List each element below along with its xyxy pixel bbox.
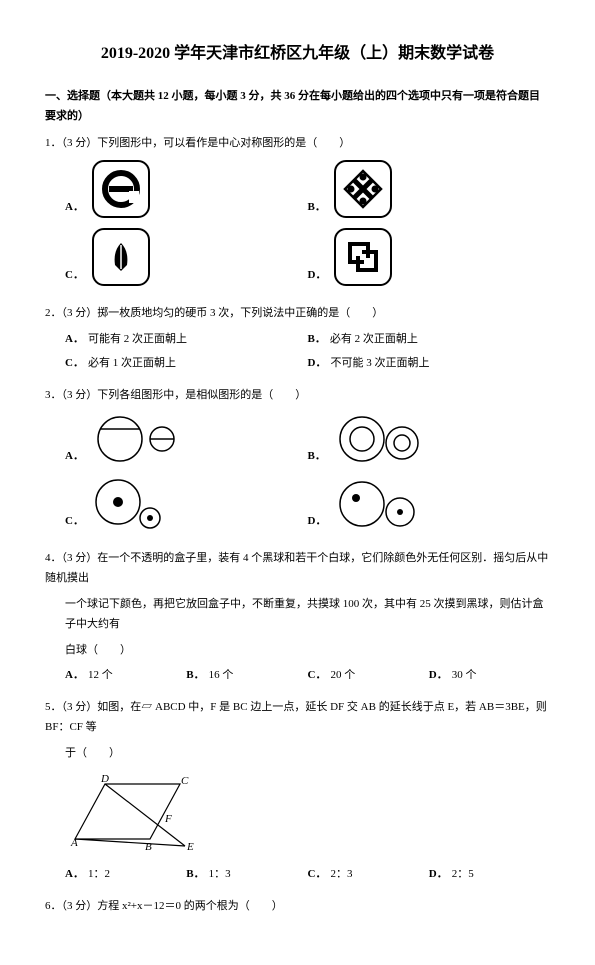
q5-option-b[interactable]: B．1：3 <box>186 865 307 885</box>
option-label: D． <box>308 512 327 532</box>
q1-option-d[interactable]: D． <box>308 228 551 286</box>
page-title: 2019-2020 学年天津市红桥区九年级（上）期末数学试卷 <box>45 40 550 69</box>
q4-option-d[interactable]: D．30 个 <box>429 666 550 686</box>
q5-option-c[interactable]: C．2：3 <box>308 865 429 885</box>
option-label: A． <box>65 198 84 218</box>
circles-c-icon <box>92 476 182 531</box>
q5-option-a[interactable]: A．1：2 <box>65 865 186 885</box>
svg-text:D: D <box>100 774 109 785</box>
svg-text:B: B <box>145 841 152 853</box>
q1-option-b[interactable]: B． <box>308 160 551 218</box>
question-4: 4．（3 分）在一个不透明的盒子里，装有 4 个黑球和若干个白球，它们除颜色外无… <box>45 549 550 690</box>
q4-text-2: 一个球记下颜色，再把它放回盒子中，不断重复，共摸球 100 次，其中有 25 次… <box>65 595 550 635</box>
q4-option-a[interactable]: A．12 个 <box>65 666 186 686</box>
q4-option-c[interactable]: C．20 个 <box>308 666 429 686</box>
q2-option-a[interactable]: A．可能有 2 次正面朝上 <box>65 330 308 350</box>
q3-option-c[interactable]: C． <box>65 476 308 531</box>
diamond-x-icon <box>334 160 392 218</box>
q5-text-1: 5．（3 分）如图，在▱ ABCD 中，F 是 BC 边上一点，延长 DF 交 … <box>45 698 550 738</box>
question-5: 5．（3 分）如图，在▱ ABCD 中，F 是 BC 边上一点，延长 DF 交 … <box>45 698 550 889</box>
option-label: B． <box>308 447 326 467</box>
option-label: A． <box>65 447 84 467</box>
q1-option-c[interactable]: C． <box>65 228 308 286</box>
leaf-icon <box>92 228 150 286</box>
svg-text:F: F <box>164 813 172 825</box>
question-2: 2．（3 分）掷一枚质地均匀的硬币 3 次，下列说法中正确的是（ ） A．可能有… <box>45 304 550 377</box>
svg-text:A: A <box>70 837 78 849</box>
circles-a-icon <box>92 411 182 466</box>
q2-option-d[interactable]: D．不可能 3 次正面朝上 <box>308 354 551 374</box>
q4-option-b[interactable]: B．16 个 <box>186 666 307 686</box>
q5-option-d[interactable]: D．2：5 <box>429 865 550 885</box>
section-header: 一、选择题（本大题共 12 小题，每小题 3 分，共 36 分在每小题给出的四个… <box>45 87 550 127</box>
q3-option-b[interactable]: B． <box>308 411 551 466</box>
question-6: 6．（3 分）方程 x²+x－12＝0 的两个根为（ ） <box>45 897 550 917</box>
q2-option-c[interactable]: C．必有 1 次正面朝上 <box>65 354 308 374</box>
circles-d-icon <box>334 476 424 531</box>
q1-text: 1．（3 分）下列图形中，可以看作是中心对称图形的是（ ） <box>45 134 550 154</box>
q6-text: 6．（3 分）方程 x²+x－12＝0 的两个根为（ ） <box>45 897 550 917</box>
option-label: C． <box>65 266 84 286</box>
q4-text-3: 白球（ ） <box>65 641 550 661</box>
question-1: 1．（3 分）下列图形中，可以看作是中心对称图形的是（ ） A． B． <box>45 134 550 296</box>
option-label: C． <box>65 512 84 532</box>
svg-text:C: C <box>181 775 189 787</box>
q2-option-b[interactable]: B．必有 2 次正面朝上 <box>308 330 551 350</box>
q3-option-a[interactable]: A． <box>65 411 308 466</box>
interlock-icon <box>334 228 392 286</box>
option-label: D． <box>308 266 327 286</box>
option-label: B． <box>308 198 326 218</box>
svg-text:E: E <box>186 841 194 853</box>
q3-option-d[interactable]: D． <box>308 476 551 531</box>
q2-text: 2．（3 分）掷一枚质地均匀的硬币 3 次，下列说法中正确的是（ ） <box>45 304 550 324</box>
q4-text-1: 4．（3 分）在一个不透明的盒子里，装有 4 个黑球和若干个白球，它们除颜色外无… <box>45 549 550 589</box>
q5-text-2: 于（ ） <box>65 744 550 764</box>
q1-option-a[interactable]: A． <box>65 160 308 218</box>
question-3: 3．（3 分）下列各组图形中，是相似图形的是（ ） A． B． C． <box>45 386 550 542</box>
q3-text: 3．（3 分）下列各组图形中，是相似图形的是（ ） <box>45 386 550 406</box>
e-logo-icon <box>92 160 150 218</box>
circles-b-icon <box>334 411 424 466</box>
